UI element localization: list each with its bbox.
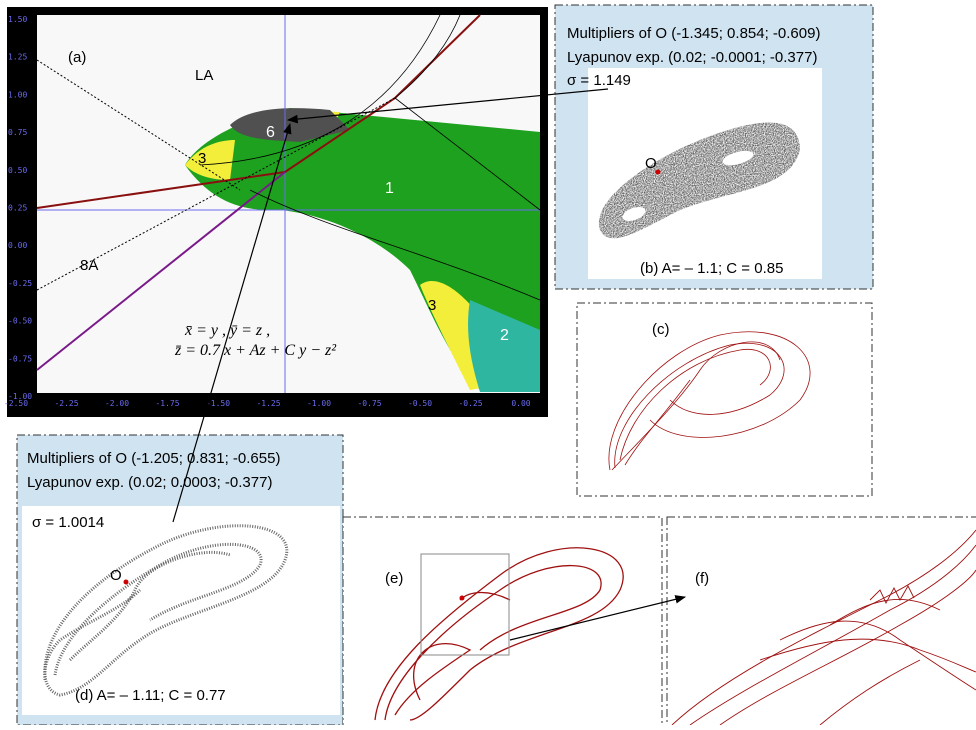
x-tick-label: -1.25 <box>256 399 280 408</box>
panel-a: (a) LA 6 3 1 8A 3 2 x̄ = y , ȳ = z , z̄ … <box>4 7 548 417</box>
panel-b: Multipliers of O (-1.345; 0.854; -0.609)… <box>554 4 874 290</box>
panel-label: (f) <box>695 570 709 587</box>
multipliers: Multipliers of O (-1.205; 0.831; -0.655) <box>27 450 280 467</box>
y-tick-label: 0.75 <box>8 128 27 137</box>
y-tick-label: -1.00 <box>8 392 32 401</box>
y-tick-label: 1.25 <box>8 53 27 62</box>
x-tick-label: 0.00 <box>511 399 530 408</box>
y-tick-label: -0.75 <box>8 354 32 363</box>
x-tick-label: -0.25 <box>458 399 482 408</box>
y-tick-label: 0.25 <box>8 204 27 213</box>
equation: z̄ = 0.7 x + Az + C y − z² <box>174 342 337 359</box>
x-tick-label: -2.50 <box>4 399 28 408</box>
lyapunov: Lyapunov exp. (0.02; 0.0003; -0.377) <box>27 474 272 491</box>
point-label: O <box>110 567 122 584</box>
x-tick-label: -1.50 <box>206 399 230 408</box>
panel-label: (a) <box>68 49 86 66</box>
panel-label: (c) <box>652 321 670 338</box>
x-tick-label: -1.75 <box>155 399 179 408</box>
x-tick-label: -0.75 <box>357 399 381 408</box>
equation: x̄ = y , ȳ = z , <box>184 322 270 339</box>
y-tick-label: 0.50 <box>8 166 27 175</box>
panel-label: (e) <box>385 570 403 587</box>
lyapunov: Lyapunov exp. (0.02; -0.0001; -0.377) <box>567 49 817 66</box>
panel-d: Multipliers of O (-1.205; 0.831; -0.655)… <box>16 434 344 726</box>
region-label: 8A <box>80 257 98 274</box>
x-tick-label: -2.25 <box>54 399 78 408</box>
x-tick-label: -2.00 <box>105 399 129 408</box>
y-tick-label: -0.25 <box>8 279 32 288</box>
caption: (d) A= – 1.11; C = 0.77 <box>75 687 226 704</box>
x-tick-label: -0.50 <box>408 399 432 408</box>
sigma: σ = 1.0014 <box>32 514 104 531</box>
region-label: 6 <box>266 124 275 141</box>
sigma: σ = 1.149 <box>567 72 631 89</box>
region-label: LA <box>195 67 213 84</box>
panel-f: (f) <box>666 516 976 730</box>
region-label: 3 <box>198 150 206 167</box>
panel-c: (c) <box>576 302 873 497</box>
multipliers: Multipliers of O (-1.345; 0.854; -0.609) <box>567 25 820 42</box>
y-tick-label: 0.00 <box>8 241 27 250</box>
y-tick-label: 1.00 <box>8 90 27 99</box>
region-label: 2 <box>500 327 509 344</box>
y-tick-label: 1.50 <box>8 15 27 24</box>
point-label: O <box>645 155 657 172</box>
region-label: 1 <box>385 180 394 197</box>
y-tick-label: -0.50 <box>8 317 32 326</box>
caption: (b) A= – 1.1; C = 0.85 <box>640 260 783 277</box>
panel-e: (e) <box>342 516 663 730</box>
region-label: 3 <box>428 297 436 314</box>
x-tick-label: -1.00 <box>307 399 331 408</box>
arrows <box>172 88 687 641</box>
